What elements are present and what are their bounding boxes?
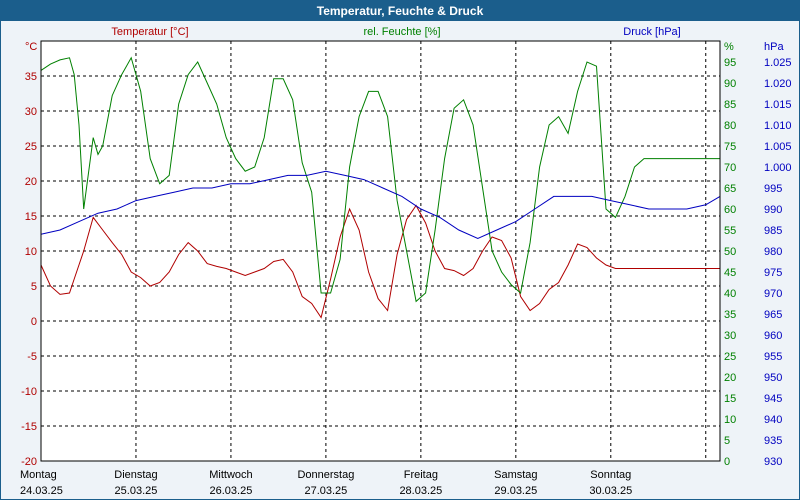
temperature-tick-label: 30 <box>25 106 37 118</box>
chart-title: Temperatur, Feuchte & Druck <box>1 1 799 21</box>
temperature-tick-label: 35 <box>25 71 37 83</box>
temperature-unit: °C <box>25 41 37 53</box>
pressure-tick-label: 960 <box>764 330 782 342</box>
pressure-axis: 1.025 1.020 1.015 1.010 1.005 1.000 995 990 985 9… <box>764 57 792 468</box>
pressure-unit: hPa <box>764 41 784 53</box>
x-tick-weekday: Donnerstag <box>297 469 354 481</box>
humidity-tick-label: 60 <box>724 204 736 216</box>
pressure-line <box>40 170 721 239</box>
humidity-tick-label: 35 <box>724 309 736 321</box>
x-tick-date: 28.03.25 <box>399 485 442 497</box>
temperature-line <box>40 204 720 319</box>
x-tick-date: 24.03.25 <box>20 485 63 497</box>
temperature-axis-label: Temperatur [°C] <box>111 26 188 38</box>
temperature-tick-label: 5 <box>31 281 37 293</box>
humidity-tick-label: 75 <box>724 141 736 153</box>
temperature-tick-label: -10 <box>21 386 37 398</box>
pressure-tick-label: 940 <box>764 414 782 426</box>
humidity-tick-label: 20 <box>724 372 736 384</box>
pressure-tick-label: 980 <box>764 246 782 258</box>
pressure-tick-label: 945 <box>764 393 782 405</box>
temperature-tick-label: 25 <box>25 141 37 153</box>
temperature-tick-label: 10 <box>25 246 37 258</box>
temperature-tick-label: 15 <box>25 211 37 223</box>
humidity-tick-label: 45 <box>724 267 736 279</box>
pressure-tick-label: 1.015 <box>764 99 792 111</box>
humidity-tick-label: 10 <box>724 414 736 426</box>
temperature-tick-label: 20 <box>25 176 37 188</box>
humidity-tick-label: 85 <box>724 99 736 111</box>
humidity-tick-label: 55 <box>724 225 736 237</box>
humidity-tick-label: 40 <box>724 288 736 300</box>
x-tick-weekday: Mittwoch <box>209 469 252 481</box>
pressure-tick-label: 990 <box>764 204 782 216</box>
pressure-tick-label: 1.020 <box>764 78 792 90</box>
temperature-tick-label: -5 <box>27 351 37 363</box>
x-tick-date: 26.03.25 <box>210 485 253 497</box>
humidity-tick-label: 95 <box>724 57 736 69</box>
pressure-tick-label: 1.005 <box>764 141 792 153</box>
x-tick-date: 25.03.25 <box>115 485 158 497</box>
x-tick-date: 27.03.25 <box>304 485 347 497</box>
pressure-tick-label: 950 <box>764 372 782 384</box>
humidity-tick-label: 0 <box>724 456 730 468</box>
humidity-tick-label: 70 <box>724 162 736 174</box>
pressure-tick-label: 975 <box>764 267 782 279</box>
pressure-tick-label: 970 <box>764 288 782 300</box>
humidity-tick-label: 80 <box>724 120 736 132</box>
pressure-tick-label: 1.010 <box>764 120 792 132</box>
humidity-tick-label: 30 <box>724 330 736 342</box>
humidity-tick-label: 5 <box>724 435 730 447</box>
pressure-tick-label: 985 <box>764 225 782 237</box>
pressure-axis-label: Druck [hPa] <box>623 26 680 38</box>
x-tick-date: 30.03.25 <box>589 485 632 497</box>
pressure-tick-label: 995 <box>764 183 782 195</box>
x-tick-weekday: Samstag <box>494 469 537 481</box>
temperature-tick-label: -15 <box>21 421 37 433</box>
humidity-tick-label: 50 <box>724 246 736 258</box>
pressure-tick-label: 965 <box>764 309 782 321</box>
temperature-axis: 35 30 25 20 15 10 5 0 -5 -10 -15 -20 <box>21 71 37 468</box>
humidity-tick-label: 65 <box>724 183 736 195</box>
x-tick-weekday: Sonntag <box>590 469 631 481</box>
pressure-tick-label: 1.000 <box>764 162 792 174</box>
pressure-tick-label: 930 <box>764 456 782 468</box>
series-lines <box>40 56 721 319</box>
temperature-tick-label: 0 <box>31 316 37 328</box>
humidity-tick-label: 15 <box>724 393 736 405</box>
humidity-line <box>40 56 720 303</box>
x-tick-weekday: Freitag <box>404 469 438 481</box>
humidity-tick-label: 90 <box>724 78 736 90</box>
temperature-tick-label: -20 <box>21 456 37 468</box>
pressure-tick-label: 955 <box>764 351 782 363</box>
pressure-tick-label: 1.025 <box>764 57 792 69</box>
x-tick-weekday: Dienstag <box>114 469 157 481</box>
x-axis: Montag 24.03.25 Dienstag 25.03.25 Mittwoch 26… <box>20 469 632 497</box>
grid-lines <box>41 41 720 462</box>
pressure-tick-label: 935 <box>764 435 782 447</box>
humidity-tick-label: 25 <box>724 351 736 363</box>
humidity-unit: % <box>724 41 734 53</box>
x-tick-date: 29.03.25 <box>494 485 537 497</box>
plot-border <box>40 40 721 462</box>
humidity-axis-label: rel. Feuchte [%] <box>363 26 440 38</box>
x-tick-weekday: Montag <box>20 469 57 481</box>
